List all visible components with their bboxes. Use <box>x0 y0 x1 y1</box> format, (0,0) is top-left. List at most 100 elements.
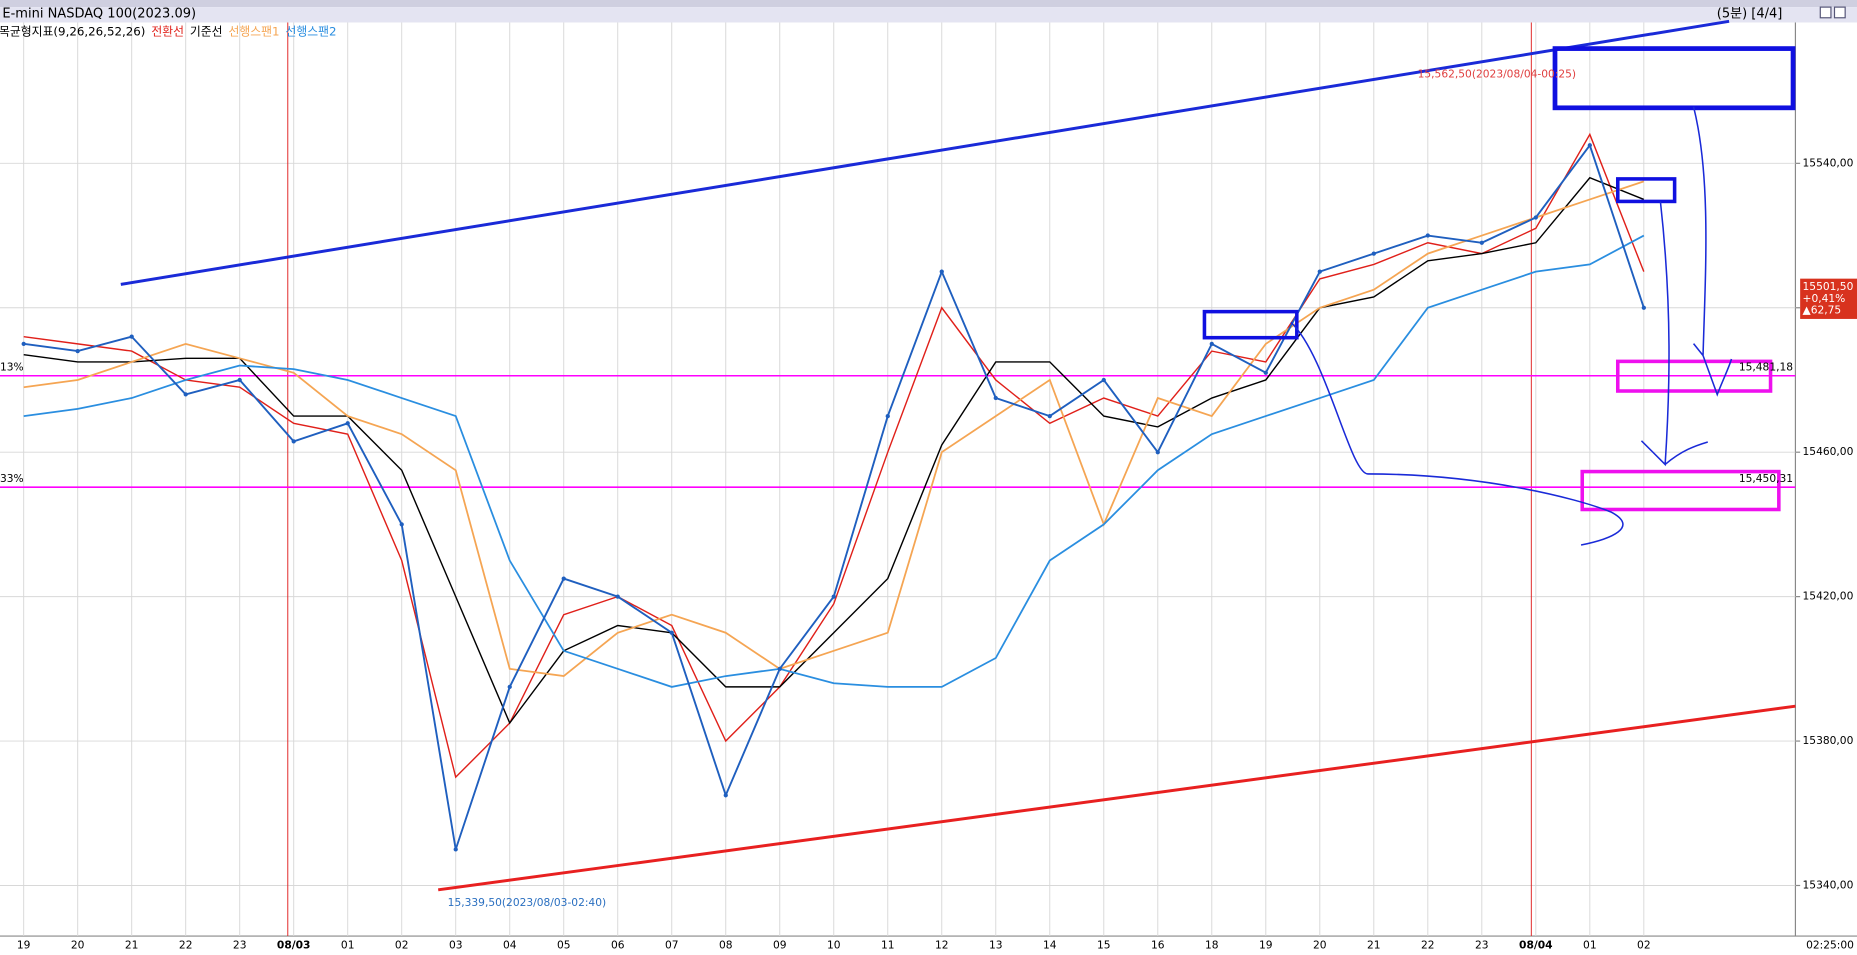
price-point <box>1317 269 1322 274</box>
chart-title: E-mini NASDAQ 100(2023.09) <box>2 7 196 22</box>
x-tick-label: 10 <box>827 939 841 952</box>
x-tick-label: 01 <box>341 939 355 952</box>
box-drawing <box>1552 46 1796 111</box>
x-tick-label: 22 <box>179 939 193 952</box>
price-point <box>399 522 404 527</box>
x-tick-label: 19 <box>17 939 31 952</box>
price-point <box>777 666 782 671</box>
y-tick-label: 15540,00 <box>1803 156 1854 169</box>
x-tick-label: 22 <box>1421 939 1435 952</box>
x-tick-label: 23 <box>233 939 247 952</box>
price-point <box>129 334 134 339</box>
y-tick-label: 15380,00 <box>1803 734 1854 747</box>
window-button[interactable] <box>1819 6 1832 19</box>
x-tick-label: 16 <box>1151 939 1165 952</box>
x-tick-label: 02 <box>1637 939 1651 952</box>
x-tick-label: 04 <box>503 939 517 952</box>
price-point <box>1155 450 1160 455</box>
price-point <box>75 348 80 354</box>
x-tick-label: 08 <box>719 939 733 952</box>
y-tick-label: 15340,00 <box>1803 878 1854 891</box>
plot <box>0 132 1796 852</box>
reference-pct: 13% <box>0 360 24 373</box>
indicator-line <box>23 132 1645 779</box>
price-point <box>21 341 26 347</box>
box-drawing <box>1580 469 1781 512</box>
x-tick-label: 08/04 <box>1519 939 1553 952</box>
price-point <box>453 847 458 852</box>
x-tick-label: 05 <box>557 939 571 952</box>
indicator-line <box>23 180 1645 677</box>
box-drawing <box>1615 177 1677 204</box>
toolbar-strip <box>0 0 1857 8</box>
price-point <box>1047 413 1052 419</box>
high-label: 15,562,50(2023/08/04-00:25) <box>1418 68 1576 81</box>
x-tick-label: 21 <box>1367 939 1381 952</box>
legend-entry: 기준선 <box>190 24 223 38</box>
indicator-label: 일목균형지표(9,26,26,52,26) <box>0 24 145 38</box>
title-bar <box>0 7 1857 23</box>
grid <box>0 22 1801 937</box>
price-point <box>1533 215 1538 220</box>
price-point <box>615 594 620 599</box>
price-point <box>885 413 890 419</box>
price-point <box>1101 377 1106 383</box>
price-point <box>1209 341 1214 347</box>
price-point <box>1425 233 1430 238</box>
x-tick-label: 13 <box>989 939 1003 952</box>
x-tick-label: 23 <box>1475 939 1489 952</box>
x-tick-label: 12 <box>935 939 949 952</box>
period-label: (5분) [4/4] <box>1717 7 1783 22</box>
freehand-drawing <box>1640 201 1708 467</box>
legend-entry: 선행스팬2 <box>285 24 336 38</box>
price-point <box>1371 251 1376 256</box>
end-time-label: 02:25:00 <box>1806 939 1854 952</box>
x-tick-label: 21 <box>125 939 139 952</box>
price-point <box>723 793 728 798</box>
price-point <box>1587 143 1592 148</box>
box-drawing <box>1202 309 1299 340</box>
x-tick-label: 01 <box>1583 939 1597 952</box>
price-point <box>993 395 998 401</box>
price-point <box>291 439 296 444</box>
last-change: ▲62,75 <box>1803 304 1842 317</box>
trendline <box>120 19 1730 286</box>
legend-entry: 선행스팬1 <box>228 24 279 38</box>
window-button[interactable] <box>1833 6 1846 19</box>
trendline <box>437 704 1796 892</box>
last-change-pct: +0,41% <box>1803 292 1846 305</box>
last-price-tag <box>1800 278 1857 319</box>
x-tick-label: 08/03 <box>277 939 311 952</box>
x-tick-label: 18 <box>1205 939 1219 952</box>
y-tick-label: 15460,00 <box>1803 445 1854 458</box>
price-point <box>939 269 944 274</box>
freehand-drawing <box>1692 106 1733 397</box>
x-tick-label: 20 <box>71 939 85 952</box>
x-tick-label: 11 <box>881 939 895 952</box>
indicator-line <box>23 234 1645 688</box>
price-point <box>831 594 836 599</box>
x-tick-label: 06 <box>611 939 625 952</box>
price-point <box>345 421 350 426</box>
price-point <box>183 392 188 397</box>
x-tick-label: 19 <box>1259 939 1273 952</box>
x-tick-label: 14 <box>1043 939 1057 952</box>
last-price: 15501,50 <box>1803 280 1854 293</box>
reference-label: 15,450,31 <box>1739 472 1793 485</box>
x-tick-label: 07 <box>665 939 679 952</box>
y-tick-label: 15420,00 <box>1803 590 1854 603</box>
x-tick-label: 15 <box>1097 939 1111 952</box>
x-tick-label: 03 <box>449 939 463 952</box>
x-tick-label: 02 <box>395 939 409 952</box>
low-label: 15,339,50(2023/08/03-02:40) <box>448 896 606 909</box>
price-point <box>237 377 242 383</box>
freehand-drawing <box>1290 321 1624 546</box>
price-point <box>1479 240 1484 245</box>
price-point <box>669 630 674 635</box>
reference-pct: 33% <box>0 472 24 485</box>
legend-entry: 전환선 <box>151 24 184 38</box>
price-point <box>561 576 566 581</box>
reference-label: 15,481,18 <box>1739 360 1793 373</box>
x-tick-label: 20 <box>1313 939 1327 952</box>
